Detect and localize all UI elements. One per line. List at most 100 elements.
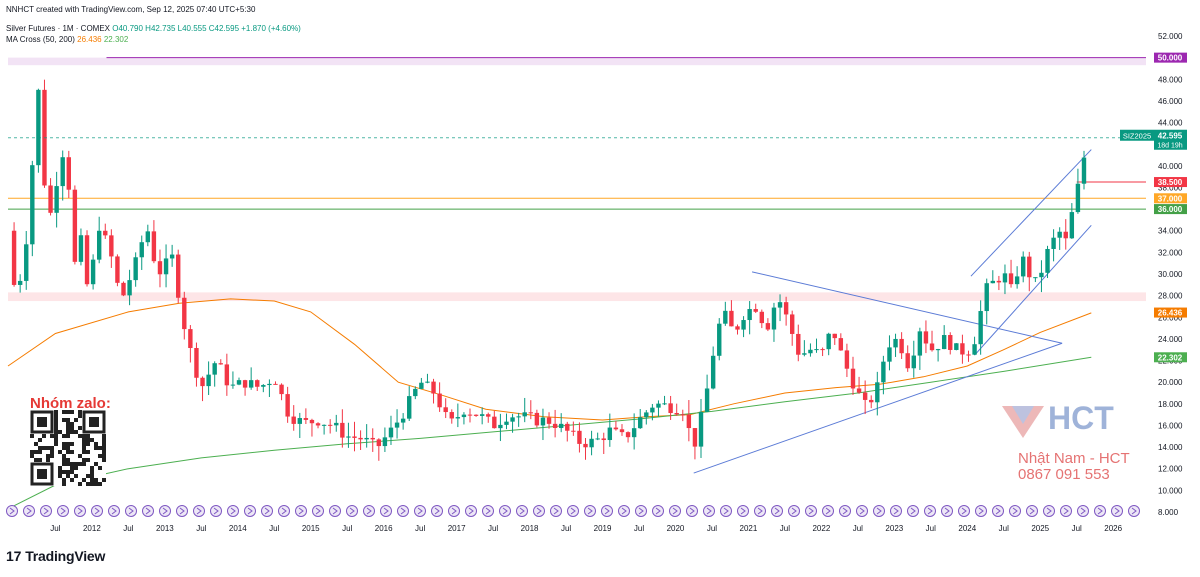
creator-line: NNHCT created with TradingView.com, Sep … — [6, 5, 256, 14]
level-tag — [1154, 177, 1187, 188]
candle-body — [546, 417, 552, 424]
candle — [1027, 251, 1032, 292]
candle-body — [558, 423, 564, 428]
candle-body — [516, 416, 521, 418]
candle — [388, 415, 394, 445]
level-tag — [1154, 204, 1187, 215]
candle — [589, 430, 594, 456]
x-tick-label: 2012 — [83, 524, 101, 533]
event-marker-icon — [278, 505, 290, 517]
candle — [279, 383, 284, 401]
candle-body — [723, 310, 728, 324]
candle-body — [279, 384, 284, 395]
candle-body — [729, 310, 734, 327]
event-marker-icon — [839, 505, 851, 517]
candle-body — [668, 403, 673, 414]
candle — [157, 249, 163, 288]
candle-body — [911, 355, 916, 369]
candle-body — [929, 343, 935, 351]
candle-body — [133, 257, 138, 281]
candle — [370, 428, 375, 452]
candle — [163, 244, 169, 288]
candle — [814, 338, 819, 353]
candle-body — [814, 349, 819, 351]
trendline — [693, 342, 1063, 474]
qr-code-icon — [30, 410, 106, 486]
candle-body — [115, 256, 120, 283]
candle-body — [808, 349, 813, 354]
tradingview-logo-icon: 17 — [6, 548, 22, 564]
candle-body — [370, 437, 375, 440]
candle-body — [1033, 277, 1038, 279]
candle-body — [224, 364, 230, 386]
candle-body — [96, 230, 102, 260]
candle-body — [364, 437, 369, 440]
y-tick-label: 20.000 — [1158, 378, 1183, 387]
candle — [200, 376, 205, 402]
candle — [972, 336, 977, 356]
event-marker-icon — [652, 505, 664, 517]
candle — [230, 371, 236, 389]
candle-body — [425, 381, 430, 383]
candle-body — [127, 280, 132, 296]
symbol-label[interactable]: Silver Futures · 1M · COMEX — [6, 24, 111, 33]
candle-body — [24, 244, 29, 281]
candle — [169, 244, 175, 267]
candle — [510, 413, 515, 433]
candle — [425, 373, 430, 384]
tradingview-brand[interactable]: 17 TradingView — [6, 548, 105, 564]
candle — [382, 427, 388, 452]
event-marker-icon — [958, 505, 970, 517]
event-marker-icon — [397, 505, 409, 517]
trendline — [970, 149, 1092, 277]
candle — [273, 381, 278, 385]
candle — [206, 361, 211, 395]
candle-body — [966, 354, 971, 356]
candle — [321, 424, 327, 435]
candle-body — [242, 380, 248, 388]
y-tick-label: 26.000 — [1158, 313, 1183, 322]
candle — [139, 235, 144, 270]
candle — [966, 350, 971, 362]
candle — [291, 405, 296, 431]
y-tick-label: 28.000 — [1158, 292, 1183, 301]
candle — [151, 220, 157, 264]
candle-body — [613, 427, 619, 430]
candle-body — [941, 335, 947, 350]
candle — [437, 382, 442, 412]
candle-body — [1014, 276, 1020, 285]
candle — [698, 398, 704, 458]
event-marker-icon — [1060, 505, 1072, 517]
event-marker-icon — [74, 505, 86, 517]
ma-cross-label[interactable]: MA Cross (50, 200) — [6, 35, 75, 44]
x-tick-label: 2014 — [229, 524, 247, 533]
candle-body — [844, 350, 850, 369]
candle-body — [1002, 273, 1008, 283]
candle-body — [36, 89, 41, 166]
level-tag — [1154, 193, 1187, 204]
candle — [893, 333, 898, 357]
candle — [346, 422, 351, 448]
candle-body — [917, 331, 923, 356]
event-marker-icon — [244, 505, 256, 517]
candle — [11, 222, 17, 287]
candle-body — [650, 407, 655, 413]
candle-body — [206, 374, 211, 387]
candle-body — [139, 242, 144, 258]
candle — [145, 224, 151, 247]
candle — [394, 409, 400, 439]
x-tick-label: Jul — [780, 524, 790, 533]
candle-body — [644, 412, 649, 418]
candle — [929, 330, 935, 352]
candle-body — [686, 414, 692, 429]
candle-body — [522, 412, 527, 417]
candle — [948, 332, 953, 355]
candle-body — [163, 258, 169, 275]
candle-body — [309, 419, 315, 424]
event-marker-icon — [193, 505, 205, 517]
event-marker-icon — [584, 505, 596, 517]
x-tick-label: 2015 — [302, 524, 320, 533]
event-marker-icon — [329, 505, 341, 517]
y-tick-label: 40.000 — [1158, 162, 1183, 171]
